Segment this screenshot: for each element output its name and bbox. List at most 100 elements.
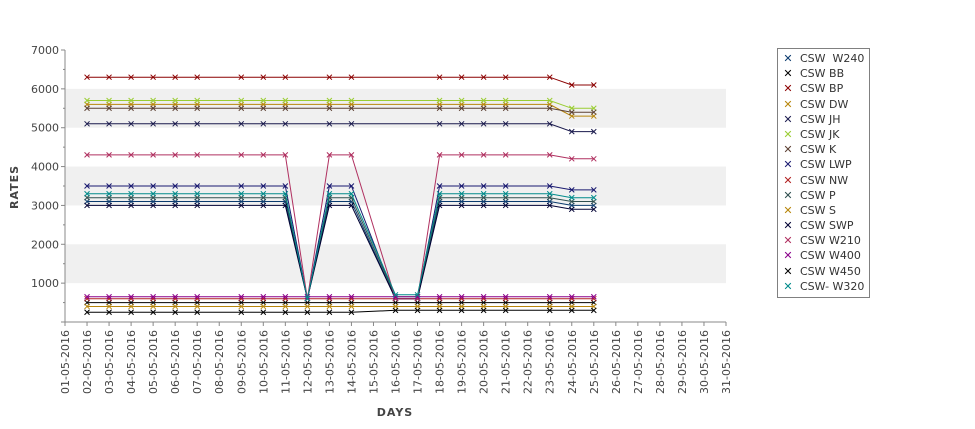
data-point [260, 293, 267, 300]
x-tick-label: 19-05-2016 [456, 330, 469, 394]
data-point [238, 152, 245, 158]
data-point [458, 120, 465, 127]
series-path [87, 123, 594, 133]
legend-label: CSW BP [800, 82, 844, 96]
data-point [436, 307, 443, 314]
data-point [106, 120, 112, 127]
legend-entry: ✕ CSW- W320 [778, 279, 869, 294]
series-line [84, 74, 597, 88]
legend-marker-icon: ✕ [783, 279, 793, 293]
legend-entry: ✕ CSW SWP [778, 218, 869, 233]
data-point [458, 183, 465, 189]
series-line [84, 293, 597, 300]
x-tick-label: 23-05-2016 [544, 330, 557, 394]
data-point [502, 183, 509, 189]
legend-label: CSW JK [800, 127, 840, 141]
data-point [348, 190, 355, 197]
data-point [282, 293, 289, 300]
legend-entry: ✕ CSW BP [778, 81, 869, 96]
legend-label: CSW JH [800, 112, 841, 126]
data-point [172, 303, 179, 310]
data-point [194, 190, 201, 197]
x-tick-label: 08-05-2016 [213, 330, 226, 394]
data-point [128, 183, 134, 189]
x-tick-label: 22-05-2016 [522, 330, 535, 394]
data-point [326, 190, 333, 197]
data-point [568, 293, 575, 300]
data-point [304, 295, 311, 302]
data-point [458, 105, 465, 112]
data-point [458, 307, 465, 314]
data-point [84, 190, 90, 197]
data-point [238, 293, 245, 300]
data-point [436, 183, 443, 189]
data-point [502, 307, 509, 314]
data-point [348, 183, 355, 189]
data-point [260, 97, 267, 104]
data-point [502, 202, 509, 209]
legend-entry: ✕ CSW W210 [778, 233, 869, 248]
data-point [568, 307, 575, 314]
data-point [502, 152, 509, 158]
data-point [326, 183, 333, 189]
grid-bands [65, 88, 726, 284]
series-line [84, 120, 597, 135]
data-point [458, 74, 465, 81]
data-point [106, 97, 112, 104]
data-point [282, 303, 289, 310]
data-point [106, 105, 112, 112]
data-point [282, 105, 289, 112]
data-point [172, 190, 179, 197]
data-point [480, 97, 487, 104]
data-point [194, 309, 201, 316]
data-point [150, 303, 156, 310]
x-tick-label: 15-05-2016 [367, 330, 380, 394]
legend-marker-icon: ✕ [783, 249, 793, 263]
data-point [326, 293, 333, 300]
data-point [84, 293, 90, 300]
y-tick-label: 5000 [31, 122, 59, 135]
data-point [304, 309, 311, 316]
data-point [260, 309, 267, 316]
axes: 1000 2000 3000 4000 5000 6000 7000 01-05-2016 02… [31, 44, 733, 394]
legend-label: CSW NW [800, 173, 849, 187]
legend-marker-icon: ✕ [783, 234, 793, 248]
data-point [194, 105, 201, 112]
legend-label: CSW S [800, 203, 837, 217]
legend-label: CSW LWP [800, 158, 852, 172]
data-point [480, 202, 487, 209]
data-point [414, 291, 421, 298]
data-point [436, 152, 443, 158]
data-point [546, 307, 553, 314]
data-point [590, 155, 597, 162]
data-point [150, 105, 156, 112]
legend-marker-icon: ✕ [783, 173, 793, 187]
series-line [84, 190, 597, 302]
legend-label: CSW K [800, 143, 837, 157]
x-tick-label: 26-05-2016 [610, 330, 623, 394]
data-point [568, 206, 575, 213]
legend-label: CSW DW [800, 97, 849, 111]
data-point [128, 97, 134, 104]
legend-marker-icon: ✕ [783, 203, 793, 217]
x-tick-label: 03-05-2016 [103, 330, 116, 394]
series-line [84, 299, 597, 306]
y-tick-label: 1000 [31, 277, 59, 290]
data-point [502, 190, 509, 197]
legend-marker-icon: ✕ [783, 158, 793, 172]
y-tick-label: 3000 [31, 199, 59, 212]
y-tick-label: 7000 [31, 44, 59, 57]
data-point [128, 105, 134, 112]
series-line [84, 183, 597, 302]
data-point [326, 105, 333, 112]
data-point [128, 190, 134, 197]
data-point [172, 293, 179, 300]
data-point [106, 309, 112, 316]
data-point [326, 309, 333, 316]
data-point [480, 183, 487, 189]
data-point [502, 105, 509, 112]
data-point [590, 307, 597, 314]
data-point [106, 303, 112, 310]
y-tick-label: 4000 [31, 161, 59, 174]
legend-entry: ✕ CSW P [778, 188, 869, 203]
